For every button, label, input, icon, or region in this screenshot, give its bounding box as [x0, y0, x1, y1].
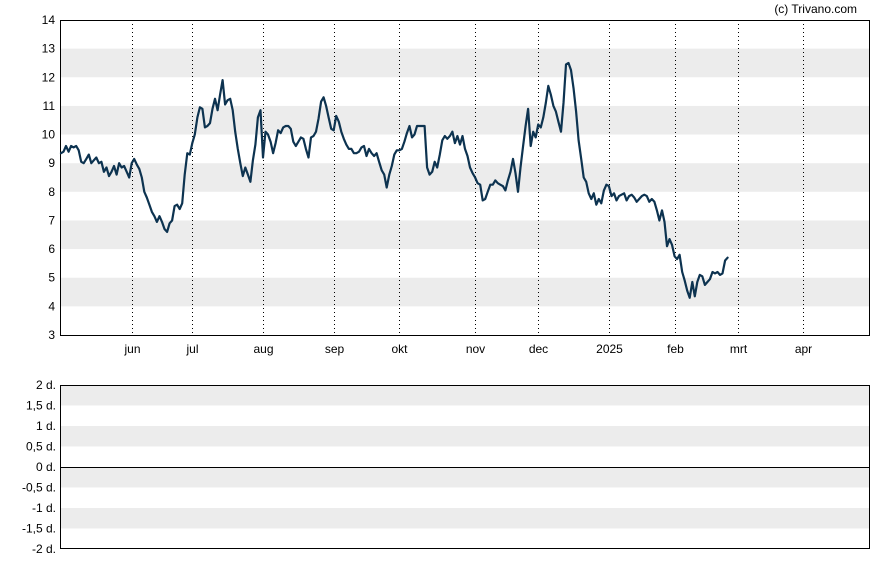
y-tick-label: 5 — [48, 271, 55, 285]
volume-y-axis: 2 d. 1,5 d. 1 d. 0,5 d. 0 d. -0,5 d. -1 d. -1,5… — [22, 378, 56, 556]
volume-tick-label: 0 d. — [36, 460, 56, 474]
volume-tick-label: -1 d. — [32, 501, 56, 515]
price-series-line — [59, 61, 729, 299]
x-tick-label: sep — [325, 342, 345, 356]
price-band — [61, 48, 869, 78]
price-grid-bands — [61, 48, 869, 307]
y-tick-label: 6 — [48, 242, 55, 256]
volume-tick-label: -0,5 d. — [22, 481, 56, 495]
y-tick-label: 4 — [48, 299, 55, 313]
volume-tick-label: 2 d. — [36, 378, 56, 392]
price-y-axis: 3 4 5 6 7 8 9 10 11 12 13 14 — [42, 13, 56, 342]
y-tick-label: 10 — [42, 128, 56, 142]
x-tick-label: jun — [123, 342, 140, 356]
month-gridlines — [132, 20, 804, 335]
x-tick-label: jul — [185, 342, 198, 356]
price-plot-frame — [60, 20, 870, 336]
y-tick-label: 8 — [48, 185, 55, 199]
x-tick-label: 2025 — [596, 342, 623, 356]
x-tick-label: nov — [466, 342, 485, 356]
x-tick-label: mrt — [730, 342, 748, 356]
volume-band — [61, 508, 869, 529]
x-tick-label: dec — [529, 342, 548, 356]
y-tick-label: 14 — [42, 13, 56, 27]
volume-tick-label: 1 d. — [36, 419, 56, 433]
price-band — [61, 220, 869, 250]
volume-band — [61, 385, 869, 406]
x-tick-label: apr — [795, 342, 812, 356]
y-tick-label: 11 — [43, 99, 56, 113]
volume-band — [61, 426, 869, 447]
price-band — [61, 277, 869, 307]
y-tick-label: 12 — [42, 70, 56, 84]
y-tick-label: 3 — [48, 328, 55, 342]
volume-grid-bands — [61, 385, 869, 529]
y-tick-label: 9 — [48, 156, 55, 170]
volume-tick-label: -2 d. — [32, 542, 56, 556]
price-band — [61, 105, 869, 135]
copyright-label: (c) Trivano.com — [774, 2, 857, 16]
volume-tick-label: 1,5 d. — [26, 399, 56, 413]
x-tick-label: aug — [253, 342, 273, 356]
volume-tick-label: 0,5 d. — [26, 440, 56, 454]
y-tick-label: 13 — [42, 42, 56, 56]
y-tick-label: 7 — [48, 213, 55, 227]
x-tick-label: feb — [667, 342, 684, 356]
x-tick-label: okt — [391, 342, 408, 356]
volume-band — [61, 467, 869, 488]
price-band — [61, 163, 869, 192]
volume-tick-label: -1,5 d. — [22, 522, 56, 536]
x-axis: jun jul aug sep okt nov dec 2025 feb mrt apr — [123, 342, 812, 356]
